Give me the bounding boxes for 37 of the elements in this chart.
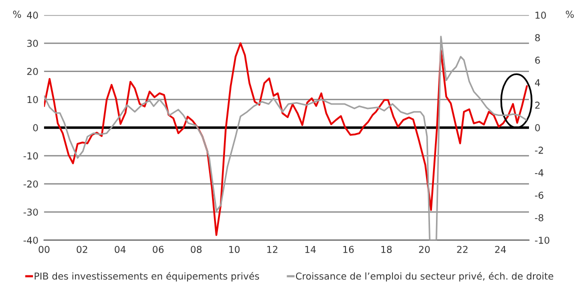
y2-tick-label: 4 <box>534 79 540 86</box>
y2-tick-label: -8 <box>534 214 544 222</box>
x-tick-label: 14 <box>305 246 316 253</box>
y-tick-label: 20 <box>27 68 38 76</box>
x-tick-label: 00 <box>38 246 50 253</box>
y-tick-label: -20 <box>24 180 38 188</box>
y2-tick-label: 6 <box>535 56 540 64</box>
y2-tick-label: 10 <box>536 12 546 19</box>
x-tick-label: 06 <box>152 246 164 253</box>
y2-tick-label: 0 <box>535 124 540 132</box>
y2-tick-label: 2 <box>535 102 540 109</box>
y-tick-label: -40 <box>24 236 38 244</box>
y-tick-label: 10 <box>28 96 38 104</box>
y-tick-label: -30 <box>24 208 38 216</box>
y-tick-label: 30 <box>27 40 38 47</box>
x-tick-label: 02 <box>76 246 88 253</box>
y2-tick-label: -6 <box>534 192 544 199</box>
y2-tick-label: -2 <box>534 146 543 154</box>
y2-axis-title: % <box>566 10 574 18</box>
y2-tick-label: -4 <box>534 169 544 176</box>
y2-tick-label: 8 <box>535 34 540 42</box>
x-tick-label: 24 <box>495 246 506 253</box>
x-tick-label: 04 <box>114 246 126 253</box>
y2-tick-label: -10 <box>534 236 550 244</box>
y-axis-title: % <box>13 10 22 18</box>
x-tick-label: 22 <box>457 246 468 253</box>
x-tick-label: 20 <box>419 246 430 253</box>
x-tick-label: 18 <box>381 246 392 253</box>
x-tick-label: 16 <box>343 246 354 253</box>
y-tick-label: 40 <box>26 12 38 19</box>
legend-label: Croissance de l’emploi du secteur privé, éch. de droite <box>296 272 554 282</box>
legend-label: PIB des investissements en équipements privés <box>34 272 260 282</box>
y-tick-label: -10 <box>24 152 38 160</box>
x-tick-label: 12 <box>267 246 278 253</box>
x-tick-label: 10 <box>229 246 240 253</box>
x-tick-label: 08 <box>190 246 202 253</box>
y-tick-label: 0 <box>33 124 38 132</box>
